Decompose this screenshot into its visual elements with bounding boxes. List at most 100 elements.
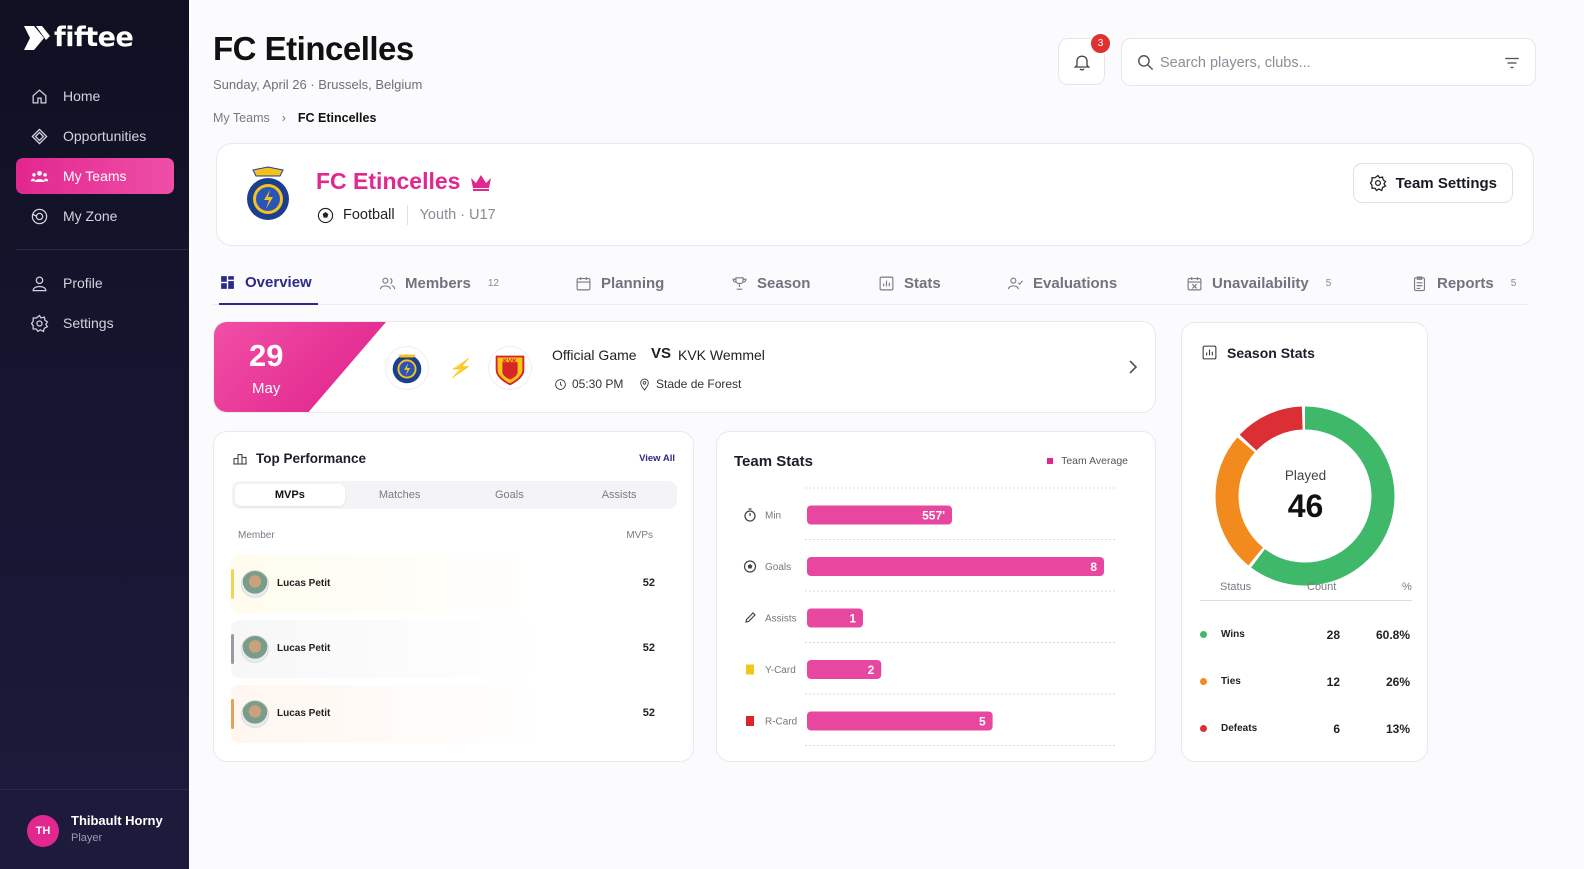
tab-evaluations[interactable]: Evaluations [1007, 262, 1117, 305]
nav-item-home[interactable]: Home [16, 78, 174, 114]
home-club-logo [385, 346, 429, 390]
filter-matches[interactable]: Matches [378, 489, 421, 501]
team-stats-chart: Min 557' Goals 8 Assists 1 Y-Card 2 R-Card 5 [743, 487, 1117, 746]
nav-item-my-zone[interactable]: My Zone [16, 198, 174, 234]
tab-count: 12 [487, 278, 499, 289]
gear-icon [1369, 174, 1387, 192]
match-venue: Stade de Forest [638, 377, 741, 391]
status-count: 6 [1333, 722, 1340, 736]
performance-filter: MVPs Matches Goals Assists [232, 481, 677, 509]
nav-label: My Teams [63, 168, 127, 184]
match-type: Official Game [552, 347, 637, 363]
donut-center-value: 46 [1287, 488, 1324, 524]
avatar: TH [27, 815, 59, 847]
team-icon [30, 170, 49, 182]
sidebar: fiftee Home Opportunities My Teams My Zo… [0, 0, 189, 869]
table-row[interactable]: Lucas Petit 52 [231, 620, 677, 678]
season-stats-title: Season Stats [1201, 344, 1315, 361]
breadcrumb-parent[interactable]: My Teams [213, 111, 270, 125]
top-performance-title: Top Performance [232, 450, 366, 466]
tab-label: Reports [1437, 275, 1494, 292]
tab-season[interactable]: Season [731, 262, 810, 305]
filter-goals[interactable]: Goals [495, 489, 524, 501]
stat-value: 2 [868, 663, 875, 677]
stat-value: 8 [1090, 560, 1097, 574]
status-dot [1200, 678, 1207, 685]
team-card: FC Etincelles Football Youth · U17 Team … [216, 143, 1534, 246]
football-icon [317, 207, 334, 223]
legend-label: Team Average [1061, 455, 1128, 467]
nav-label: My Zone [63, 208, 118, 224]
user-profile[interactable]: TH Thibault Horny Player [0, 789, 189, 869]
user-role: Player [71, 832, 103, 844]
tab-overview[interactable]: Overview [219, 262, 318, 305]
gear-icon [30, 314, 49, 332]
nav-label: Opportunities [63, 128, 147, 144]
filter-mvps[interactable]: MVPs [235, 484, 345, 506]
fiftee-logo[interactable]: fiftee [22, 22, 134, 53]
location-pin-icon [640, 378, 649, 391]
users-icon [379, 277, 396, 290]
page-subtitle: Sunday, April 26 · Brussels, Belgium [213, 77, 423, 92]
tab-reports[interactable]: Reports 5 [1411, 262, 1516, 305]
next-match-card[interactable]: 29 May ⚡ KVK Official Game VS KVK Wemmel… [213, 321, 1156, 413]
stat-value: 5 [979, 715, 986, 729]
search-bar [1121, 38, 1536, 86]
rank-accent [231, 569, 234, 599]
bell-icon [1073, 54, 1090, 71]
nav-item-profile[interactable]: Profile [16, 265, 174, 301]
crown-icon [471, 174, 492, 191]
yellow-card-icon [746, 664, 754, 675]
nav-item-opportunities[interactable]: Opportunities [16, 118, 174, 154]
match-time-text: 05:30 PM [572, 377, 624, 391]
tab-count: 5 [1510, 278, 1517, 289]
clipboard-icon [1413, 276, 1426, 292]
search-icon [1138, 55, 1154, 71]
stat-label: Y-Card [765, 665, 796, 676]
stat-bar [807, 557, 1104, 576]
rank-accent [231, 699, 234, 729]
status-dot [1200, 631, 1207, 638]
tab-stats[interactable]: Stats [878, 262, 941, 305]
column-header-percent: % [1402, 581, 1412, 593]
column-header-value: MVPs [626, 530, 653, 541]
nav-item-my-teams[interactable]: My Teams [16, 158, 174, 194]
tab-unavailability[interactable]: Unavailability 5 [1186, 262, 1331, 305]
nav-item-settings[interactable]: Settings [16, 305, 174, 341]
status-percent: 13% [1385, 722, 1410, 736]
table-row[interactable]: Lucas Petit 52 [231, 685, 677, 743]
tab-label: Season [757, 275, 811, 292]
nav-label: Home [63, 88, 101, 104]
team-name-text: FC Etincelles [316, 168, 461, 194]
filter-icon[interactable] [1503, 54, 1521, 72]
stat-label: Goals [765, 562, 791, 573]
top-performance-card: Top Performance View All MVPs Matches Go… [213, 431, 694, 762]
filter-assists[interactable]: Assists [601, 489, 637, 501]
search-input[interactable] [1160, 51, 1490, 75]
tab-members[interactable]: Members 12 [379, 262, 499, 305]
breadcrumb: My Teams › FC Etincelles [213, 111, 376, 125]
tab-label: Unavailability [1212, 275, 1309, 292]
stat-bar [807, 711, 993, 731]
table-row[interactable]: Lucas Petit 52 [231, 555, 677, 613]
donut-center-label: Played [1284, 468, 1327, 483]
stat-bar [807, 660, 882, 679]
calendar-icon [576, 277, 591, 291]
chevron-right-icon[interactable] [1127, 360, 1139, 374]
status-count: 12 [1326, 675, 1340, 689]
status-percent: 60.8% [1375, 628, 1410, 642]
donut-slice-wins [1215, 406, 1395, 586]
status-dot [1200, 725, 1207, 732]
team-settings-button[interactable]: Team Settings [1352, 163, 1513, 203]
match-venue-text: Stade de Forest [656, 377, 742, 391]
team-category: Youth · U17 [419, 207, 496, 223]
tab-planning[interactable]: Planning [575, 262, 664, 305]
view-all-link[interactable]: View All [639, 453, 675, 464]
season-stats-card: Season Stats Played 46 Status Count % Wi… [1181, 322, 1428, 762]
match-month: May [252, 380, 281, 397]
team-meta: Football Youth · U17 [317, 205, 496, 225]
donut-slice-ties [1215, 406, 1395, 586]
status-label: Ties [1221, 676, 1241, 687]
clock-icon [555, 378, 566, 390]
team-crest-logo [247, 166, 289, 220]
